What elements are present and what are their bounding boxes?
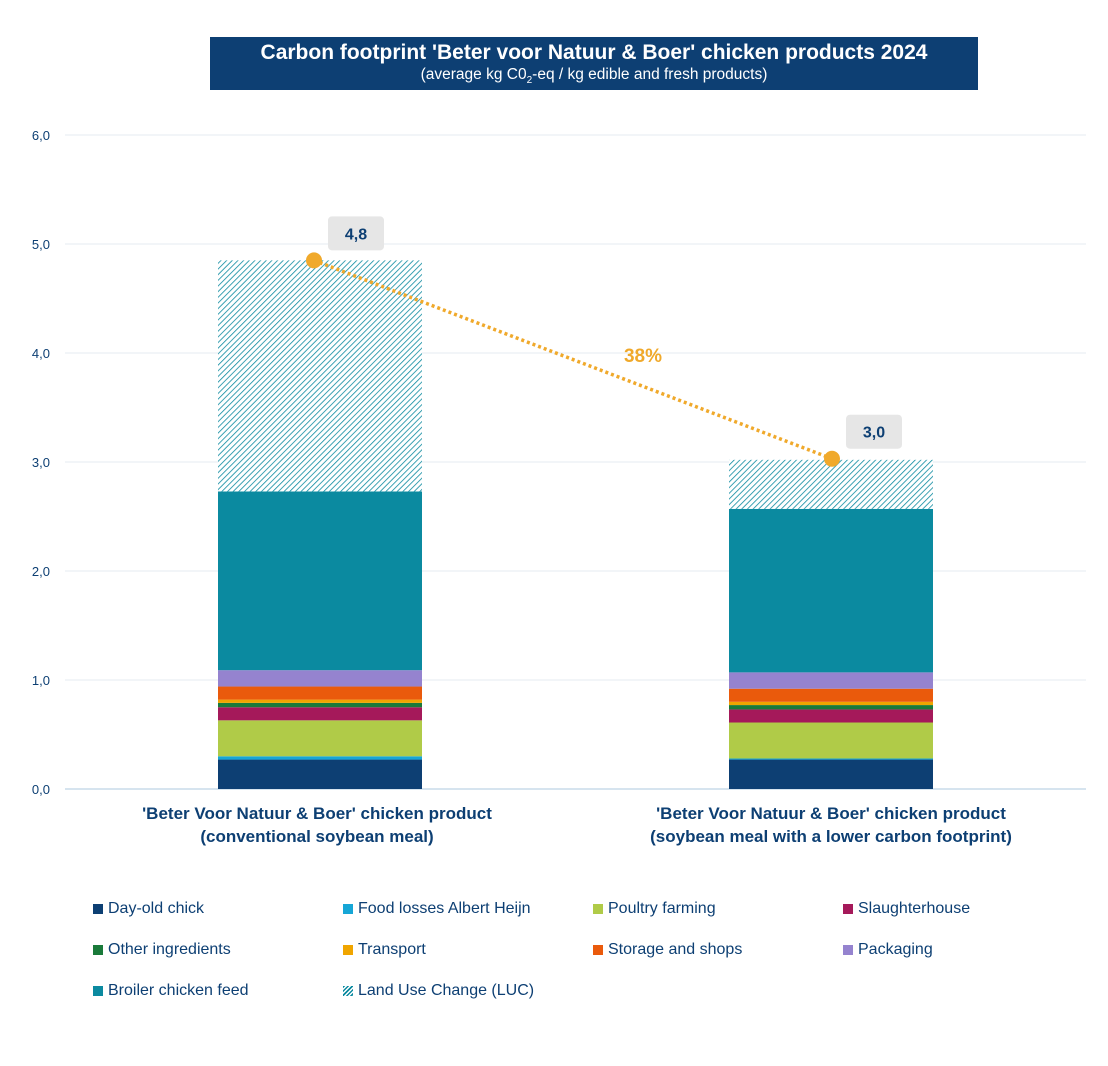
legend-label: Land Use Change (LUC): [358, 982, 535, 999]
total-marker: [306, 252, 322, 269]
legend-label: Other ingredients: [108, 941, 231, 958]
subtitle-subscript: 2: [526, 75, 533, 87]
legend-label: Slaughterhouse: [858, 900, 971, 917]
legend-swatch: [93, 945, 103, 955]
subtitle-text-end: -eq / kg edible and fresh products): [532, 66, 768, 83]
bar-segment-broiler-chicken-feed: [218, 491, 422, 671]
legend-item: Other ingredients: [93, 941, 231, 959]
legend-item: Transport: [343, 941, 426, 959]
legend-label: Packaging: [858, 941, 933, 958]
legend-swatch: [843, 945, 853, 955]
legend-swatch: [343, 904, 353, 914]
chart-title-box: Carbon footprint 'Beter voor Natuur & Bo…: [210, 37, 978, 90]
legend-label: Transport: [358, 941, 426, 958]
category-label: 'Beter Voor Natuur & Boer' chicken produ…: [142, 804, 492, 823]
legend-swatch: [343, 986, 353, 996]
bar-segment-broiler-chicken-feed: [729, 508, 933, 673]
y-tick-label: 2,0: [32, 564, 50, 579]
bar-segment-slaughterhouse: [729, 709, 933, 723]
bar-segment-poultry-farming: [729, 722, 933, 759]
legend-item: Storage and shops: [593, 941, 742, 959]
y-tick-label: 1,0: [32, 673, 50, 688]
legend-item: Poultry farming: [593, 900, 716, 918]
legend-label: Day-old chick: [108, 900, 205, 917]
total-label: 3,0: [863, 425, 885, 442]
bar-segment-storage-and-shops: [729, 688, 933, 702]
subtitle-text: (average kg C0: [420, 66, 527, 83]
bar-segment-day-old-chick: [218, 759, 422, 789]
legend-swatch: [593, 945, 603, 955]
y-tick-label: 4,0: [32, 346, 50, 361]
bar-segment-transport: [218, 699, 422, 703]
category-label: (soybean meal with a lower carbon footpr…: [650, 827, 1012, 846]
bar-segment-food-losses-albert-heijn: [729, 758, 933, 760]
bar-segment-packaging: [218, 670, 422, 687]
legend-label: Storage and shops: [608, 941, 743, 958]
legend-label: Food losses Albert Heijn: [358, 900, 531, 917]
bar-segment-land-use-change-luc-: [218, 260, 422, 492]
legend-item: Food losses Albert Heijn: [343, 900, 531, 918]
reduction-line: [313, 258, 833, 461]
chart-title: Carbon footprint 'Beter voor Natuur & Bo…: [260, 41, 928, 64]
bar-segment-other-ingredients: [218, 702, 422, 708]
legend-item: Broiler chicken feed: [93, 982, 249, 1000]
bar-segment-packaging: [729, 672, 933, 689]
total-label-box: [328, 216, 384, 251]
legend-item: Packaging: [843, 941, 933, 959]
reduction-label: 38%: [624, 346, 662, 367]
total-label-box: [846, 414, 902, 449]
bar-segment-food-losses-albert-heijn: [218, 756, 422, 760]
legend-label: Broiler chicken feed: [108, 982, 249, 999]
legend-swatch: [843, 904, 853, 914]
legend-swatch: [343, 945, 353, 955]
bar-segment-poultry-farming: [218, 720, 422, 757]
y-tick-label: 5,0: [32, 237, 50, 252]
legend-item: Day-old chick: [93, 900, 204, 918]
legend-swatch: [593, 904, 603, 914]
y-tick-label: 0,0: [32, 782, 50, 797]
chart-subtitle: (average kg C02-eq / kg edible and fresh…: [210, 66, 978, 86]
y-tick-label: 3,0: [32, 455, 50, 470]
legend-swatch: [93, 986, 103, 996]
legend-item: Slaughterhouse: [843, 900, 970, 918]
bar-segment-land-use-change-luc-: [729, 459, 933, 509]
legend-item: Land Use Change (LUC): [343, 982, 534, 1000]
bar-segment-storage-and-shops: [218, 686, 422, 700]
legend-label: Poultry farming: [608, 900, 716, 917]
total-marker: [824, 450, 840, 467]
category-label: 'Beter Voor Natuur & Boer' chicken produ…: [656, 804, 1006, 823]
bar-segment-other-ingredients: [729, 705, 933, 710]
bar-segment-slaughterhouse: [218, 707, 422, 721]
category-label: (conventional soybean meal): [200, 827, 433, 846]
bar-segment-transport: [729, 701, 933, 706]
legend-swatch: [93, 904, 103, 914]
bar-segment-day-old-chick: [729, 759, 933, 789]
total-label: 4,8: [345, 226, 367, 243]
y-tick-label: 6,0: [32, 128, 50, 143]
